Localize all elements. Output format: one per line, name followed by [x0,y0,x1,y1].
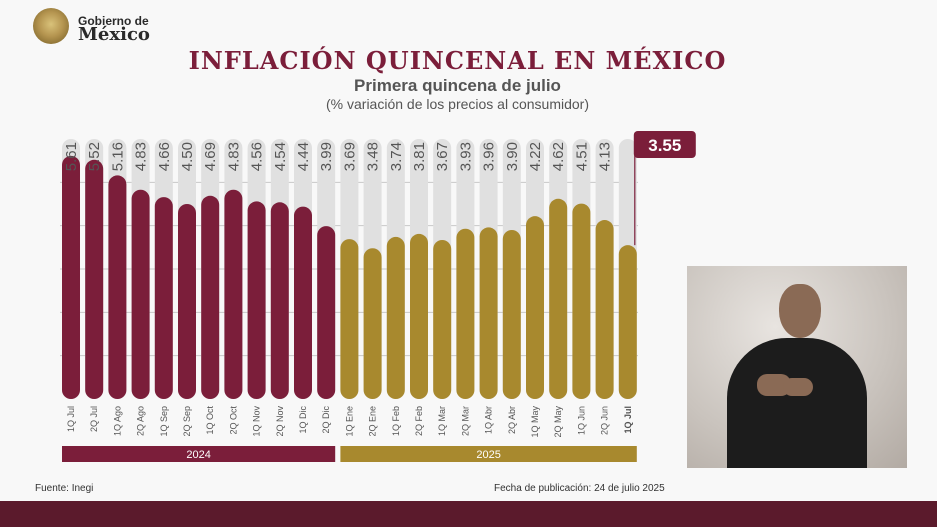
bar [572,203,591,399]
bar [178,204,196,399]
category-label: 1Q May [530,406,540,438]
value-label: 3.93 [457,142,474,171]
national-seal-icon [33,8,69,44]
value-label: 4.62 [550,142,567,171]
value-label: 3.67 [434,142,451,171]
value-label: 4.13 [597,142,614,171]
bar [363,248,382,399]
bar [340,239,359,399]
category-label: 1Q Mar [437,406,447,436]
highlight-callout [633,131,696,158]
logo-line2: México [78,24,150,45]
interpreter-hand-right [783,378,813,396]
interpreter-hand-left [757,374,791,396]
logo-line1: Gobierno de [78,14,149,28]
value-label: 5.16 [109,142,126,171]
value-label: 3.48 [365,142,382,171]
value-label: 4.54 [272,142,289,171]
category-label: 2Q Ago [136,406,146,436]
category-label: 2Q Mar [460,406,470,436]
value-label: 5.61 [63,142,80,171]
category-label: 1Q Abr [484,406,494,434]
category-label: 2Q Feb [414,406,424,436]
bar [247,201,266,399]
bar [433,239,452,399]
bar [201,195,220,399]
category-label: 1Q Sep [159,406,169,437]
value-label: 4.66 [156,142,173,171]
category-label: 2Q Nov [275,406,285,437]
value-label: 3.55 [648,136,681,155]
category-label: 2Q Jul [89,406,99,432]
bar [595,220,614,399]
bar [410,233,428,399]
value-label: 4.51 [573,142,590,171]
category-label: 2Q Ene [368,406,378,437]
value-label: 3.96 [481,142,498,171]
category-label: 2Q Sep [182,406,192,437]
interpreter-body [727,338,867,468]
bar [549,198,568,399]
publication-date: Fecha de publicación: 24 de julio 2025 [494,483,665,494]
value-label: 4.56 [249,142,266,171]
value-label: 3.90 [504,142,521,171]
category-label: 2Q Dic [321,406,331,434]
category-label: 1Q Jul [66,406,76,432]
value-label: 3.69 [341,142,358,171]
bar [131,189,150,399]
year-band [62,446,336,462]
bar [108,175,127,399]
bar [479,227,498,399]
gobierno-logo: Gobierno de México [33,6,153,46]
value-label: 4.22 [527,142,544,171]
interpreter-head [779,284,821,338]
bar [62,155,80,399]
category-label: 1Q Nov [252,406,262,437]
value-label: 4.44 [295,142,312,171]
category-label: 1Q Dic [298,406,308,434]
chart-subtitle: Primera quincena de julio [354,76,561,95]
bar [386,236,405,399]
bar [618,245,637,399]
bar [526,216,544,399]
value-label: 4.50 [179,142,196,171]
category-label: 1Q Jul [623,406,633,434]
bar [270,202,289,399]
value-label: 4.83 [225,142,242,171]
category-label: 2Q Jun [600,406,610,435]
year-band-label: 2024 [186,449,210,461]
value-label: 3.74 [388,142,405,171]
category-label: 2Q Abr [507,406,517,434]
value-label: 3.99 [318,142,335,171]
category-label: 1Q Ago [112,406,122,436]
category-label: 1Q Feb [391,406,401,436]
bar [317,226,336,399]
footer-bar [0,501,937,527]
category-label: 1Q Oct [205,406,215,435]
bar [224,189,243,399]
bar [85,159,104,399]
category-label: 2Q May [553,406,563,438]
sign-language-interpreter [687,266,907,468]
category-label: 2Q Oct [228,406,238,435]
value-label: 4.69 [202,142,219,171]
year-band [340,446,637,462]
category-label: 1Q Jun [576,406,586,435]
chart-title: INFLACIÓN QUINCENAL EN MÉXICO [188,46,727,75]
source-note: Fuente: Inegi [35,483,94,494]
value-label: 4.83 [133,142,150,171]
value-label: 5.52 [86,142,103,171]
bar [294,206,312,399]
chart-note: (% variación de los precios al consumido… [326,96,589,112]
bar [154,197,173,399]
year-band-label: 2025 [476,449,500,461]
value-label: 3.81 [411,142,428,171]
category-label: 1Q Ene [344,406,354,437]
bar [502,230,521,399]
bar [456,228,475,399]
